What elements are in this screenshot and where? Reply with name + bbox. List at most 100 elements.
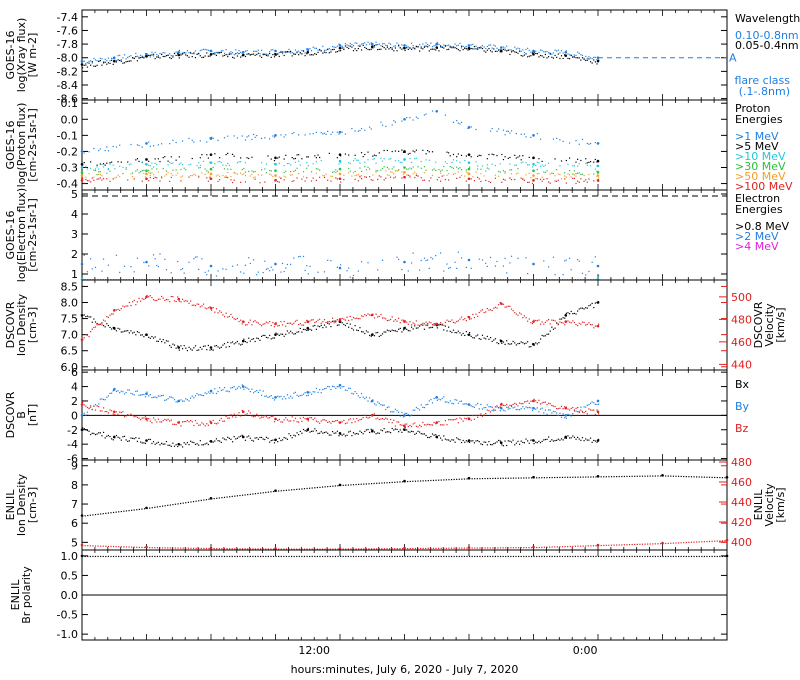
dscovr-density-trace-dot	[441, 324, 443, 326]
goes-xray-trace-dot	[385, 48, 387, 50]
dscovr-density-trace-dot	[528, 318, 530, 320]
enlil-density-trace-dot	[600, 476, 602, 478]
enlil-density-trace-dot	[125, 510, 128, 512]
goes-xray-trace-dot	[164, 52, 166, 54]
goes-xray-trace-dot	[317, 51, 319, 54]
dscovr-b-trace-dot	[465, 418, 467, 420]
goes-xray-trace-dot	[591, 62, 593, 64]
goes-xray-trace-dot	[322, 52, 324, 54]
enlil-density-trace-dot	[438, 479, 440, 481]
goes-proton-trace-dot	[299, 164, 301, 166]
goes-xray-trace-dot	[360, 43, 363, 45]
dscovr-density-trace-dot	[467, 316, 469, 318]
goes-proton-trace-dot	[520, 177, 522, 179]
dscovr-b-ytick-label: 2	[71, 395, 78, 408]
goes-xray-trace-dot	[117, 55, 119, 57]
goes-xray-trace-dot	[386, 45, 388, 47]
dscovr-density-trace-dot	[304, 328, 306, 331]
goes-electron-trace-dot	[430, 256, 432, 259]
enlil-density-trace-dot	[548, 546, 551, 548]
dscovr-density-trace-dot	[177, 345, 179, 347]
enlil-density-ylabel: Ion Density	[15, 473, 28, 536]
enlil-density-trace-dot	[665, 542, 667, 545]
dscovr-b-trace-dot	[386, 431, 388, 433]
dscovr-density-trace-dot	[225, 312, 227, 314]
dscovr-b-trace-dot	[290, 420, 292, 422]
dscovr-b-ytick-label: 6	[71, 366, 78, 379]
dscovr-b-trace-dot	[273, 399, 276, 401]
goes-proton-trace-dot	[319, 169, 321, 171]
enlil-density-trace-dot	[319, 548, 321, 550]
dscovr-b-trace-dot	[115, 434, 118, 437]
dscovr-density-point	[209, 346, 213, 349]
goes-proton-trace-dot	[317, 168, 319, 170]
goes-xray-trace-dot	[259, 55, 261, 57]
dscovr-b-trace-dot	[536, 407, 538, 409]
enlil-density-trace-dot	[649, 475, 651, 477]
dscovr-b-trace-dot	[402, 416, 405, 418]
dscovr-density-trace-dot	[523, 343, 526, 345]
goes-xray-trace-dot	[243, 54, 245, 56]
enlil-density-trace-dot	[82, 515, 84, 517]
dscovr-b-trace-dot	[152, 417, 155, 419]
enlil-density-trace-dot	[156, 506, 159, 508]
goes-proton-trace-dot	[470, 156, 472, 158]
enlil-density-trace-dot	[190, 501, 192, 503]
enlil-density-trace-dot	[696, 476, 698, 478]
goes-electron-trace-dot	[102, 258, 105, 260]
goes-proton-point	[80, 166, 84, 169]
goes-xray-trace-dot	[115, 61, 118, 63]
dscovr-density-trace-dot	[109, 314, 111, 316]
goes-proton-trace-dot	[214, 153, 216, 155]
dscovr-density-trace-dot	[531, 322, 534, 325]
goes-xray-trace-dot	[543, 51, 545, 53]
goes-xray-trace-dot	[112, 63, 114, 65]
goes-xray-trace-dot	[412, 45, 414, 47]
dscovr-b-trace-dot	[436, 421, 438, 423]
goes-proton-point	[145, 169, 148, 173]
goes-proton-trace-dot	[151, 162, 153, 164]
dscovr-b-trace-dot	[557, 408, 559, 410]
goes-xray-trace-dot	[568, 58, 571, 60]
dscovr-b-trace-dot	[460, 441, 463, 444]
goes-proton-trace-dot	[180, 176, 182, 178]
goes-xray-trace-dot	[456, 47, 458, 50]
goes-proton-trace-dot	[509, 177, 511, 179]
dscovr-density-trace-dot	[244, 340, 247, 343]
dscovr-b-trace-dot	[389, 411, 392, 413]
goes-proton-trace-dot	[517, 172, 519, 174]
dscovr-density-trace-dot	[165, 298, 168, 301]
dscovr-b-trace-dot	[530, 400, 532, 402]
enlil-density-trace-dot	[404, 548, 406, 550]
dscovr-b-trace-dot	[488, 409, 490, 412]
goes-proton-trace-dot	[396, 170, 398, 172]
goes-electron-trace-dot	[133, 271, 135, 273]
goes-xray-trace-dot	[372, 47, 374, 49]
dscovr-b-trace-dot	[367, 428, 369, 431]
goes-proton-trace-dot	[573, 170, 576, 172]
dscovr-b-trace-dot	[159, 395, 161, 397]
dscovr-b-trace-dot	[170, 396, 172, 398]
goes-xray-trace-dot	[525, 48, 527, 51]
goes-proton-trace-dot	[380, 176, 382, 178]
dscovr-density-trace-dot	[522, 342, 524, 344]
dscovr-density-trace-dot	[288, 332, 290, 334]
dscovr-b-trace-dot	[533, 398, 535, 400]
dscovr-b-trace-dot	[322, 389, 324, 391]
goes-electron-trace-dot	[83, 254, 85, 256]
dscovr-b-trace-dot	[409, 431, 411, 433]
goes-xray-trace-dot	[96, 60, 98, 62]
dscovr-b-trace-dot	[228, 391, 230, 393]
dscovr-density-trace-dot	[417, 327, 419, 329]
enlil-density-trace-dot	[169, 547, 171, 549]
dscovr-density-trace-dot	[302, 328, 305, 331]
dscovr-density-trace-dot	[412, 322, 414, 324]
enlil-density-trace-dot	[92, 514, 94, 516]
goes-xray-trace-dot	[568, 54, 571, 56]
goes-xray-trace-dot	[435, 49, 437, 51]
enlil-density-trace-dot	[200, 547, 202, 550]
goes-xray-trace-dot	[335, 51, 337, 53]
dscovr-b-trace-dot	[509, 407, 511, 410]
dscovr-density-trace-dot	[446, 319, 448, 321]
goes-electron-trace-dot	[201, 258, 203, 260]
